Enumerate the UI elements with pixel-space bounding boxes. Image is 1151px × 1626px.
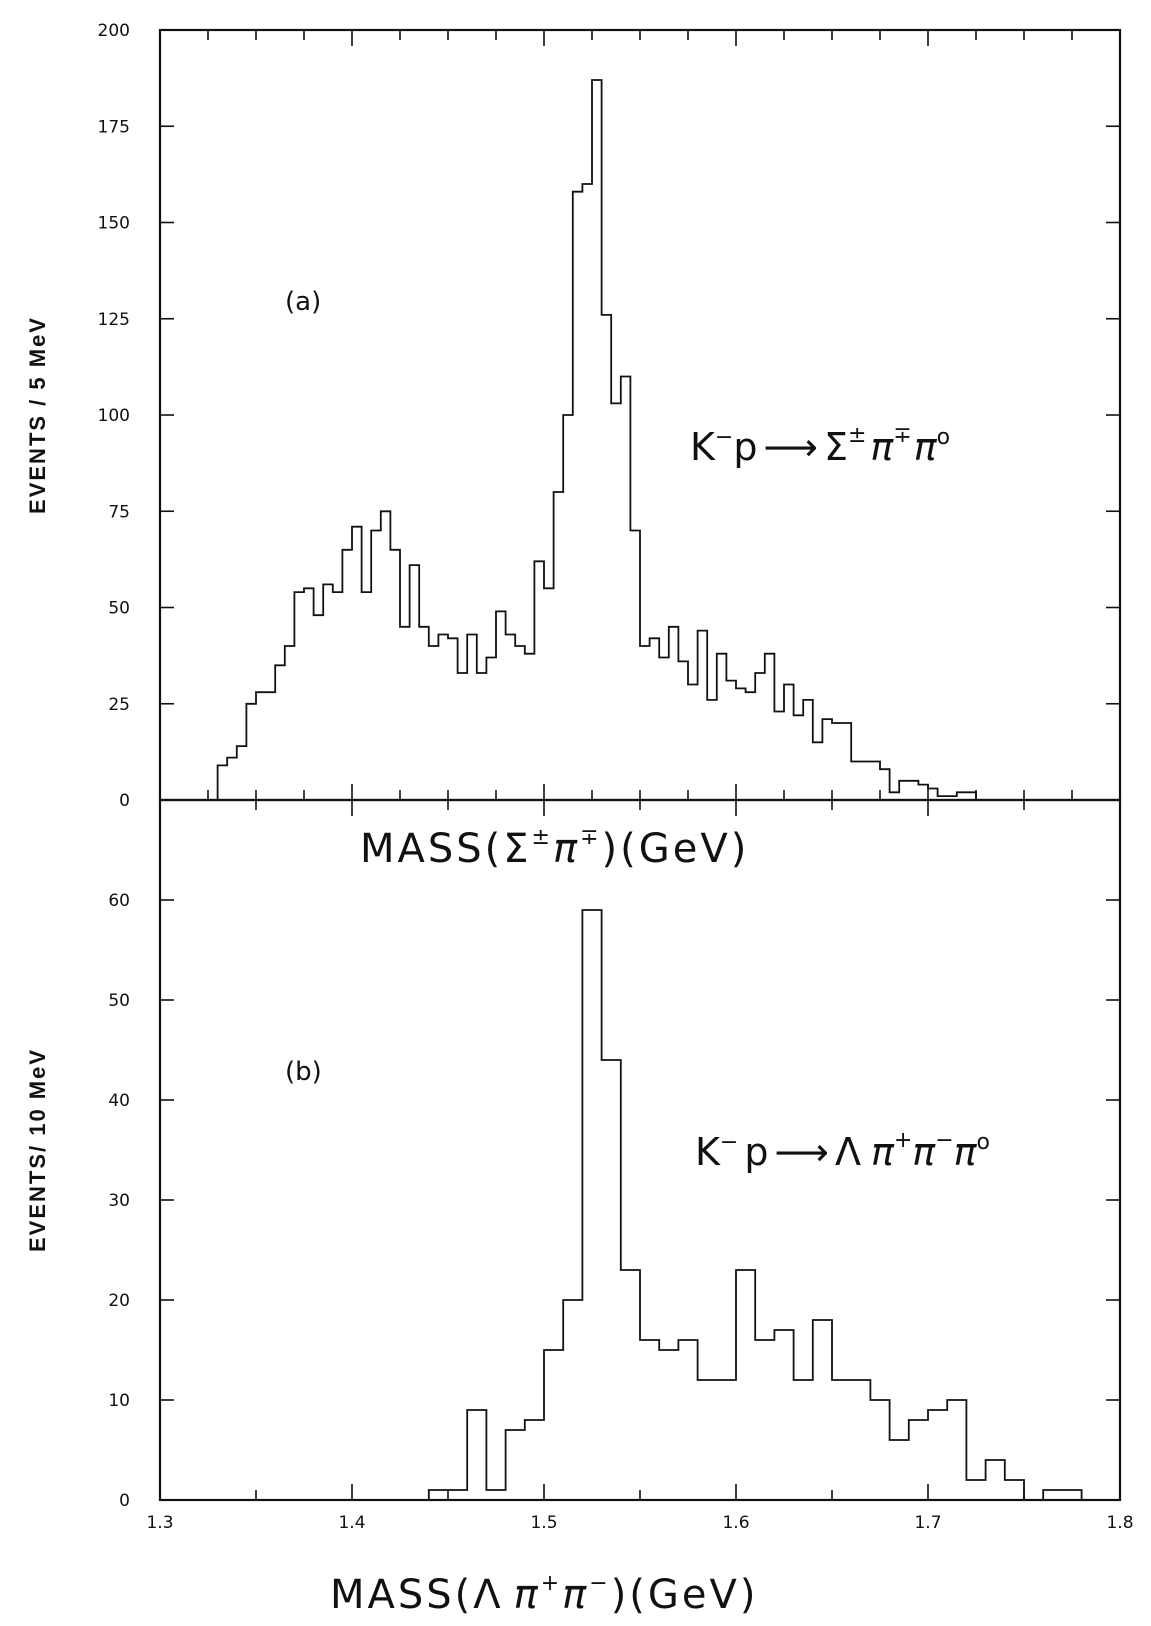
x-tick-label: 1.3 xyxy=(146,1513,173,1533)
panel-a-reaction: K−p ⟶ Σ± π∓πo xyxy=(690,423,950,469)
y-tick-label: 30 xyxy=(108,1191,130,1211)
y-tick-label: 0 xyxy=(119,791,130,811)
x-tick-labels: 1.3 1.4 1.5 1.6 1.7 1.8 xyxy=(146,1513,1133,1533)
panel-a-frame xyxy=(158,28,1122,802)
y-tick-label: 150 xyxy=(98,214,130,234)
panel-a-x-axis-title: MASS(Σ±π∓)(GeV) xyxy=(360,825,749,872)
x-tick-label: 1.4 xyxy=(338,1513,365,1533)
y-tick-label: 0 xyxy=(119,1491,130,1511)
y-tick-label: 25 xyxy=(108,695,130,715)
y-tick-label: 50 xyxy=(108,599,130,619)
panel-b-y-axis-title: EVENTS/ 10 MeV xyxy=(25,1048,50,1252)
y-tick-label: 20 xyxy=(108,1291,130,1311)
x-tick-label: 1.6 xyxy=(722,1513,749,1533)
panel-b-label: (b) xyxy=(285,1057,322,1087)
y-tick-label: 75 xyxy=(108,502,130,522)
panel-a-y-axis-title: EVENTS / 5 MeV xyxy=(25,316,50,514)
y-tick-label: 10 xyxy=(108,1391,130,1411)
y-tick-label: 60 xyxy=(108,891,130,911)
panel-a-label: (a) xyxy=(285,287,321,317)
y-tick-label: 175 xyxy=(98,117,130,137)
y-tick-label: 200 xyxy=(98,21,130,41)
panel-b-histogram xyxy=(427,909,1083,1501)
panel-a-y-tick-labels: 0 25 50 75 100 125 150 175 200 xyxy=(98,21,130,811)
panel-b-x-axis-title: MASS(Λ π+π−)(GeV) xyxy=(330,1571,759,1618)
x-tick-label: 1.5 xyxy=(530,1513,557,1533)
y-tick-label: 40 xyxy=(108,1091,130,1111)
y-tick-label: 100 xyxy=(98,406,130,426)
y-tick-label: 50 xyxy=(108,991,130,1011)
x-tick-label: 1.8 xyxy=(1106,1513,1133,1533)
y-tick-label: 125 xyxy=(98,310,130,330)
x-tick-label: 1.7 xyxy=(914,1513,941,1533)
panel-a-histogram xyxy=(216,79,977,800)
panel-a-ticks xyxy=(160,29,1120,801)
panel-b-y-tick-labels: 0 10 20 30 40 50 60 xyxy=(108,891,130,1511)
